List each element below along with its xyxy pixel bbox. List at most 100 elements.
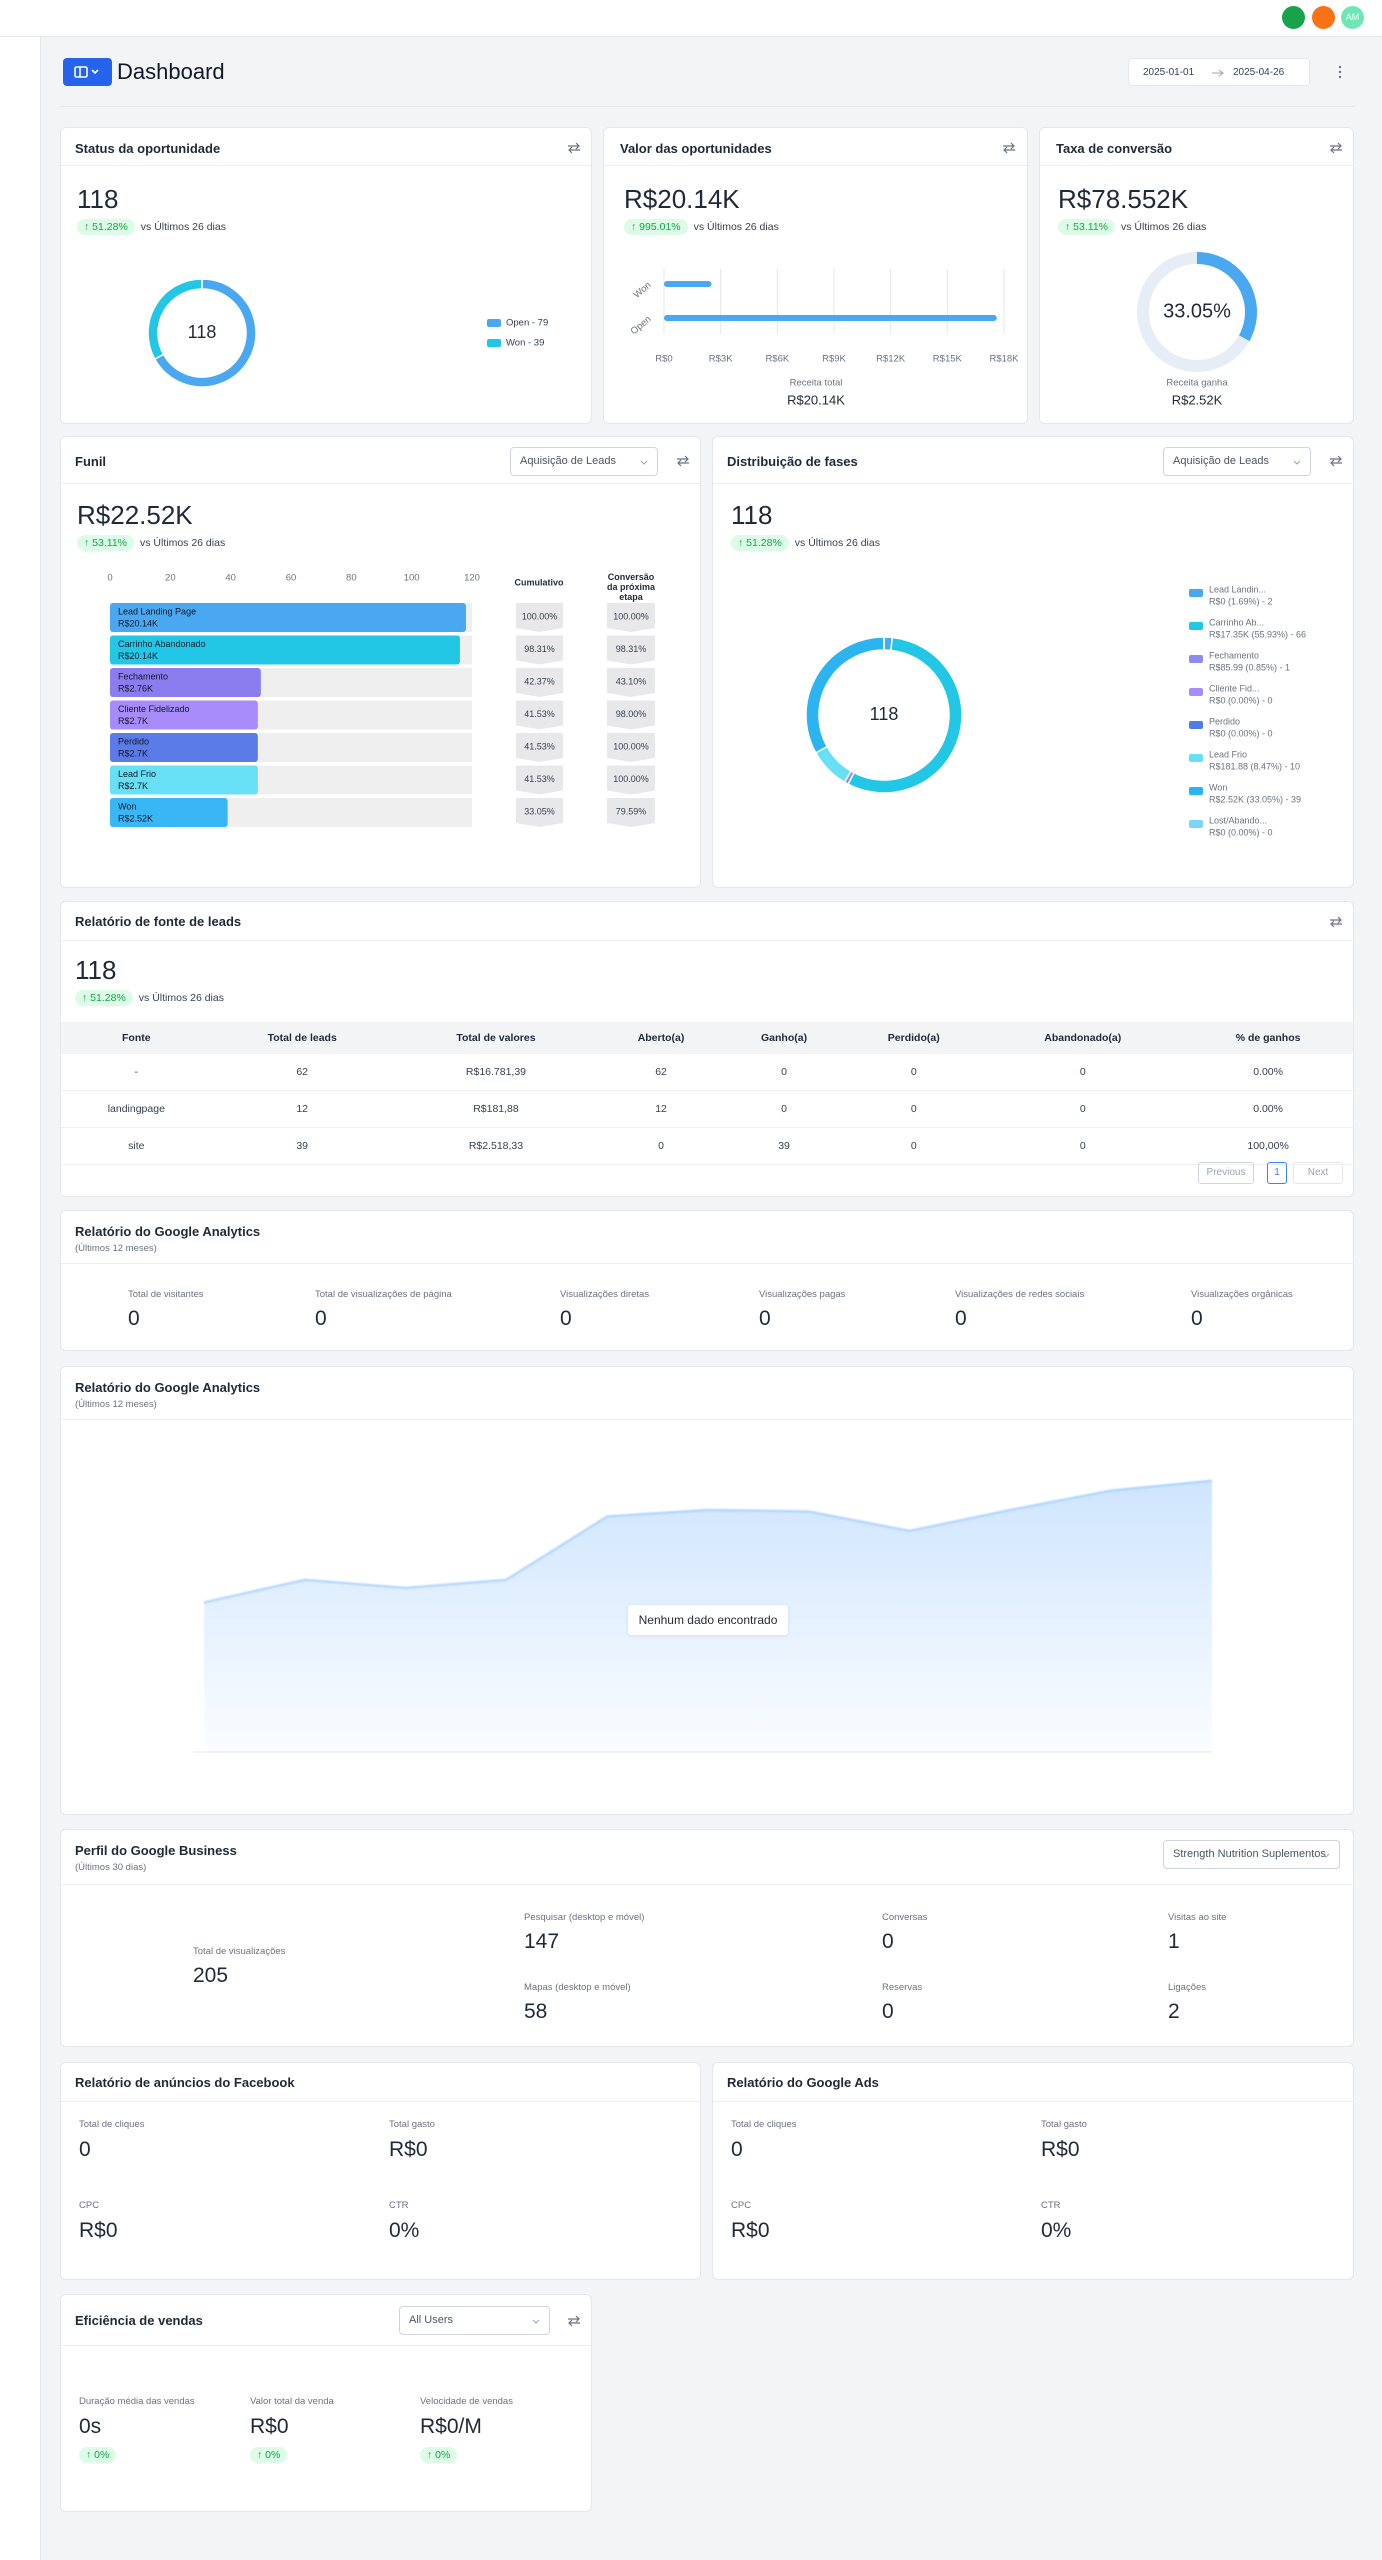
date-end: 2025-04-26 [1233, 67, 1285, 78]
metric-value: R$0/M [420, 2415, 482, 2438]
stat-value: 118 [75, 955, 117, 985]
divider [61, 940, 1353, 941]
menu-icon [74, 66, 99, 78]
step-box [516, 798, 563, 827]
table-cell: - [61, 1054, 212, 1091]
bar-label: Lead Landing Page [118, 606, 196, 616]
step-box [516, 635, 563, 665]
column-header: Fonte [61, 1022, 212, 1054]
bar-revenue: R$20.14K [118, 651, 158, 661]
metric-label: Conversas [882, 1912, 928, 1923]
donut-center-label: 118 [188, 322, 217, 342]
legend-detail: R$17.35K (55.93%) - 66 [1209, 629, 1306, 639]
x-tick-label: R$6K [765, 354, 789, 365]
avatar[interactable]: AM [1341, 6, 1364, 29]
swap-icon[interactable] [1329, 455, 1343, 467]
x-tick-label: R$18K [989, 354, 1019, 365]
step-box [516, 765, 563, 795]
metric-label: Total de visitantes [128, 1289, 204, 1300]
x-tick-label: 120 [464, 573, 480, 584]
swap-arrows [677, 455, 689, 467]
swap-icon[interactable] [1329, 916, 1343, 928]
select[interactable]: All Users [399, 2306, 550, 2335]
more-button[interactable] [1338, 64, 1342, 80]
table-row: landingpage 12 R$181,88 12 0 0 0 0.00% [61, 1090, 1353, 1128]
table-cell: 0 [845, 1054, 983, 1091]
metric-label: Mapas (desktop e móvel) [524, 1982, 631, 1993]
legend-label: Fechamento [1209, 650, 1259, 660]
chevron-icon [1293, 460, 1301, 465]
bar [110, 635, 460, 665]
y-tick-label: Open [629, 314, 654, 337]
column-header: Conversão da próxima etapa [606, 572, 655, 602]
step-label: 43.10% [616, 676, 647, 686]
swap-arrows [1330, 455, 1342, 467]
select[interactable]: Aquisição de Leads [510, 447, 658, 476]
donut-segment [147, 278, 203, 361]
stat-value: R$20.14K [624, 184, 740, 214]
column-header: Total de valores [392, 1022, 600, 1054]
legend-label: Lead Frio [1209, 749, 1247, 759]
phone-button[interactable] [1282, 6, 1305, 29]
metric-label: Visualizações orgânicas [1191, 1289, 1293, 1300]
card: Relatório de anúncios do Facebook Total d… [60, 2062, 701, 2280]
card: Relatório de fonte de leads 118 ↑ 51.28% vs… [60, 901, 1354, 1197]
card: Relatório do Google Analytics (Últimos 12… [60, 1210, 1354, 1351]
select[interactable]: Strength Nutrition Suplementos [1163, 1840, 1340, 1869]
change-period: vs Últimos 26 dias [794, 537, 880, 549]
bar [110, 733, 258, 762]
card: Perfil do Google Business (Últimos 30 dia… [60, 1829, 1354, 2047]
table-cell: 0.00% [1183, 1090, 1353, 1128]
stat-change-row: ↑ 53.11% vs Últimos 26 dias [1058, 219, 1206, 235]
card-title: Relatório de anúncios do Facebook [75, 2075, 295, 2090]
bar [664, 281, 712, 287]
x-tick-label: R$0 [655, 354, 672, 365]
step-label: 41.53% [524, 774, 555, 784]
select-value: Strength Nutrition Suplementos [1173, 1848, 1326, 1860]
pagination-next[interactable]: Next [1293, 1162, 1343, 1184]
notification-button[interactable] [1312, 6, 1335, 29]
date-range[interactable]: 2025-01-01 2025-04-26 [1128, 58, 1310, 86]
step-label: 33.05% [524, 806, 555, 816]
swap-icon[interactable] [567, 142, 581, 154]
step-box [516, 668, 563, 697]
table-cell: site [61, 1127, 212, 1165]
total-value: R$20.14K [787, 392, 845, 407]
metric-value: 205 [193, 1964, 229, 1987]
table-cell: 0 [982, 1127, 1184, 1165]
select[interactable]: Aquisição de Leads [1163, 447, 1311, 476]
x-axis-label: Receita total [790, 378, 843, 389]
swap-icon[interactable] [567, 2315, 581, 2327]
table-cell: landingpage [61, 1090, 212, 1128]
pagination-page[interactable]: 1 [1267, 1162, 1287, 1184]
change-period: vs Últimos 26 dias [693, 221, 779, 233]
chart: 118 Lead Landin... R$0 (1.69%) - 2 Carrinho… [805, 584, 1306, 837]
swap-icon[interactable] [1002, 142, 1016, 154]
chart: 33.05% Receita ganha R$2.52K [1137, 252, 1257, 407]
divider [61, 2345, 591, 2346]
menu-button[interactable] [63, 58, 112, 86]
metric-label: CPC [79, 2200, 100, 2211]
card-title: Relatório do Google Analytics [75, 1380, 261, 1395]
bar-label: Won [118, 801, 136, 811]
legend-label: Lost/Abando... [1209, 815, 1267, 825]
card-title: Distribuição de fases [727, 454, 858, 469]
column-header: Abandonado(a) [982, 1022, 1184, 1054]
bar [664, 315, 997, 321]
swap-icon[interactable] [1329, 142, 1343, 154]
donut-segment [814, 745, 853, 784]
metric-value: 147 [524, 1930, 560, 1953]
swap-arrows [1330, 916, 1342, 928]
sidebar [0, 0, 41, 2560]
divider [1040, 165, 1353, 166]
change-badge: ↑ 995.01% [624, 219, 688, 235]
metric-value: 0 [882, 1930, 894, 1953]
legend-detail: R$85.99 (0.85%) - 1 [1209, 662, 1290, 672]
table-cell: 0.00% [1183, 1054, 1353, 1091]
table-cell: 39 [722, 1127, 846, 1165]
pagination-previous[interactable]: Previous [1198, 1162, 1254, 1184]
legend-swatch [1189, 820, 1203, 828]
stat-change-row: ↑ 51.28% vs Últimos 26 dias [731, 535, 880, 551]
select-value: Aquisição de Leads [520, 455, 617, 467]
swap-icon[interactable] [676, 455, 690, 467]
